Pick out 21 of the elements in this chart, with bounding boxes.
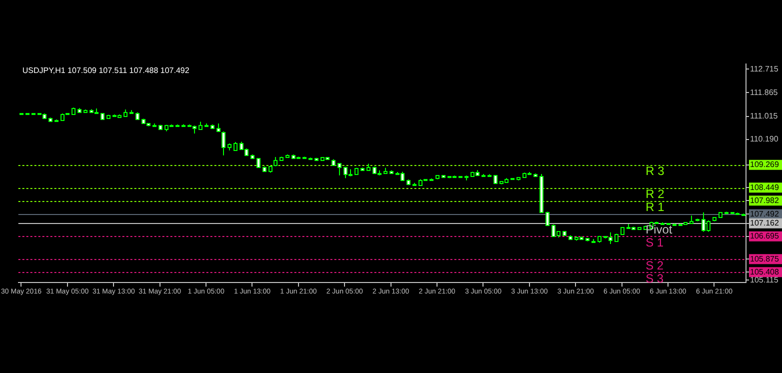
- ref-line-label: S 1: [646, 236, 664, 250]
- ref-line-label: R 1: [646, 200, 665, 214]
- ref-line-label: S 2: [646, 258, 664, 272]
- y-tick-label: 105.115: [750, 275, 779, 284]
- y-tick-label: 106.695: [750, 232, 780, 241]
- y-tick-label: 110.190: [750, 134, 779, 144]
- y-tick-label: 111.865: [750, 88, 778, 97]
- y-tick-label: 108.449: [750, 182, 780, 192]
- ref-line-label: S 3: [646, 271, 664, 286]
- y-tick-label: 107.162: [750, 218, 780, 228]
- y-tick-label: 111.015: [750, 112, 778, 121]
- ref-line-label: Pivot: [646, 222, 673, 237]
- y-tick-label: 107.982: [750, 196, 780, 205]
- y-tick-label: 105.875: [750, 254, 780, 264]
- y-tick-label: 112.715: [750, 64, 779, 74]
- ref-line-label: R 2: [646, 186, 665, 201]
- y-tick-label: 107.492: [750, 209, 780, 218]
- y-tick-label: 105.408: [750, 267, 780, 276]
- y-tick-label: 109.269: [750, 160, 780, 170]
- chart-title: USDJPY,H1 107.509 107.511 107.488 107.492: [22, 66, 190, 76]
- ref-line-label: R 3: [646, 164, 665, 178]
